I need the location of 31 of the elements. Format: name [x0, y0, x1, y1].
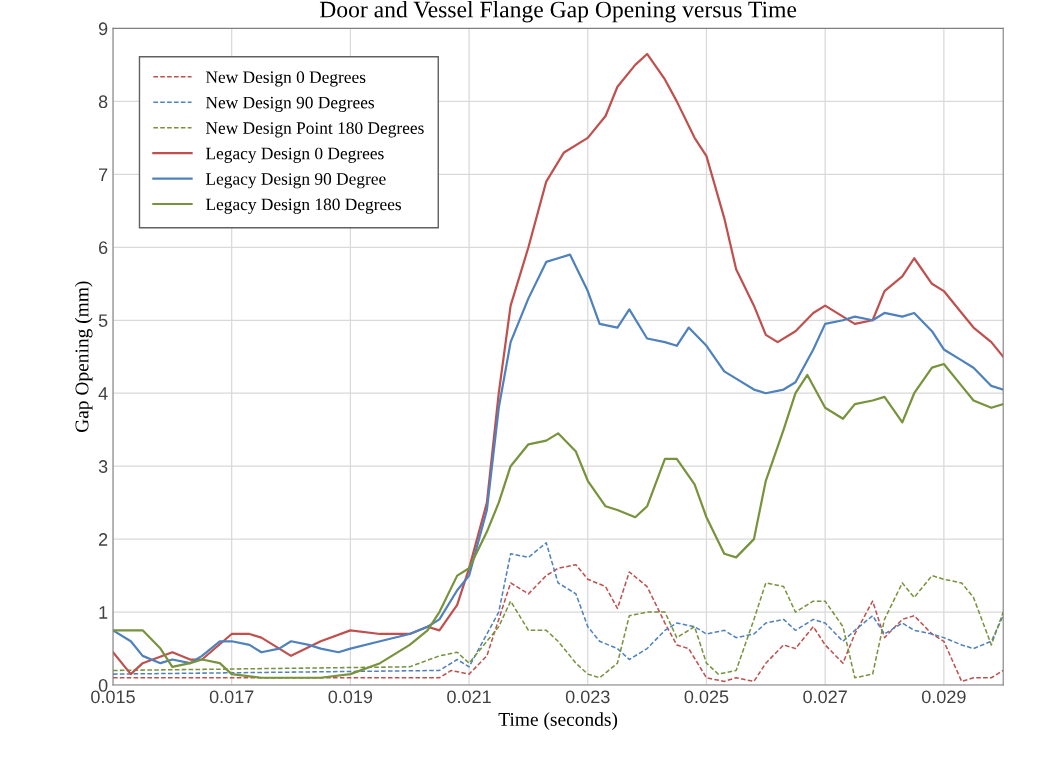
legend-label: New Design Point 180 Degrees: [205, 122, 424, 138]
x-tick-label: 0.023: [565, 690, 610, 704]
legend-label: Legacy Design 180 Degrees: [205, 198, 402, 214]
x-axis-title: Time (seconds): [498, 712, 618, 730]
y-tick-label: 9: [98, 22, 108, 36]
y-tick-label: 3: [98, 460, 108, 473]
line-series: [112, 542, 1004, 675]
x-tick-label: 0.021: [447, 690, 491, 704]
y-tick-label: 0: [98, 678, 108, 692]
y-tick-label: 4: [98, 387, 108, 400]
x-tick-label: 0.029: [921, 690, 966, 704]
legend-label: New Design 90 Degrees: [205, 96, 375, 113]
y-tick-label: 1: [99, 606, 108, 619]
legend-label: New Design 0 Degrees: [205, 71, 366, 87]
y-tick-label: 6: [99, 241, 108, 255]
x-tick-label: 0.027: [803, 690, 847, 704]
line-series: [112, 253, 1004, 665]
y-tick-label: 5: [98, 314, 108, 327]
x-tick-label: 0.015: [91, 690, 135, 704]
y-tick-label: 8: [98, 95, 108, 109]
y-tick-label: 2: [99, 533, 108, 546]
x-tick-label: 0.025: [684, 690, 729, 704]
y-tick-label: 7: [99, 168, 108, 181]
line-series: [112, 362, 1004, 679]
legend-label: Legacy Design 0 Degrees: [205, 147, 384, 163]
y-axis-title: Gap Opening (mm): [74, 281, 93, 433]
x-tick-label: 0.019: [328, 690, 373, 704]
chart-title: Door and Vessel Flange Gap Opening versus Time: [319, 0, 797, 23]
line-series: [112, 52, 1004, 676]
legend-label: Legacy Design 90 Degree: [205, 173, 386, 189]
x-tick-label: 0.017: [209, 690, 254, 704]
